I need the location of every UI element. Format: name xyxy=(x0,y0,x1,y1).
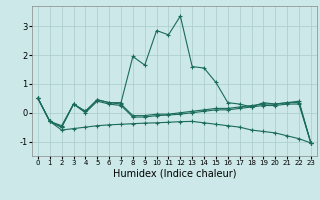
X-axis label: Humidex (Indice chaleur): Humidex (Indice chaleur) xyxy=(113,169,236,179)
